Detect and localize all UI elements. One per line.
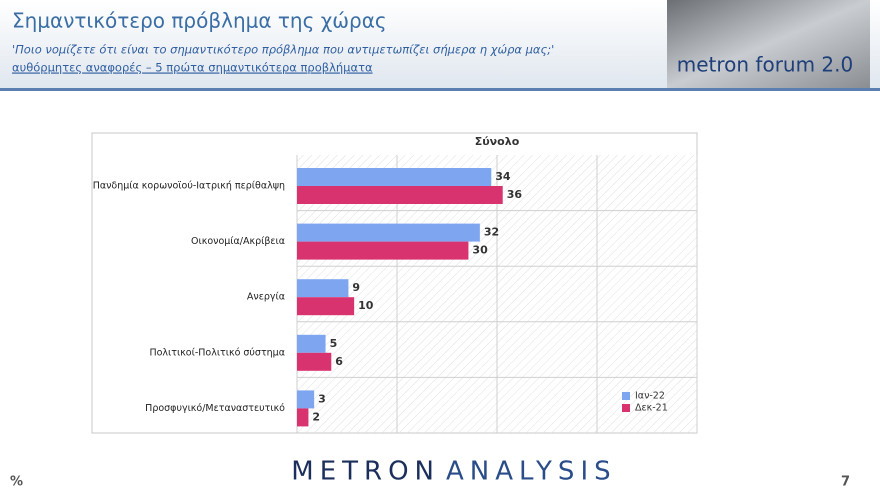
value-label: 10 [358, 299, 374, 312]
logo-text: metron forum 2.0 [677, 53, 854, 77]
value-label: 2 [312, 410, 320, 423]
y-tick-label: Προσφυγικό/Μεταναστευτικό [145, 403, 285, 414]
unit-label: % [10, 475, 23, 490]
bar [297, 223, 480, 242]
value-label: 30 [472, 244, 488, 257]
brand-part: ANALYSIS [446, 457, 617, 487]
value-label: 3 [318, 392, 326, 405]
bar [297, 334, 326, 353]
value-label: 6 [335, 355, 343, 368]
slide-title: Σημαντικότερο πρόβλημα της χώρας [12, 9, 387, 33]
bar [297, 279, 349, 298]
brand-part: METRON [291, 457, 440, 487]
legend-swatch [622, 392, 630, 400]
bar [297, 241, 469, 260]
value-label: 5 [330, 337, 338, 350]
bar [297, 408, 309, 427]
bar [297, 390, 315, 409]
chart: Πανδημία κορωνοϊού-Ιατρική περίθαλψη3436… [93, 155, 698, 433]
bar [297, 297, 355, 316]
subtitle: 'Ποιο νομίζετε ότι είναι το σημαντικότερ… [12, 43, 554, 57]
header-rule [0, 88, 880, 91]
y-tick-label: Ανεργία [247, 292, 285, 303]
page-number: 7 [841, 475, 850, 490]
y-tick-label: Οικονομία/Ακρίβεια [191, 236, 285, 247]
chart-title: Σύνολο [475, 135, 520, 148]
logo-image [667, 0, 870, 88]
legend-swatch [622, 404, 630, 412]
value-label: 9 [352, 281, 360, 294]
note: αυθόρμητες αναφορές – 5 πρώτα σημαντικότ… [12, 61, 373, 75]
y-tick-label: Πανδημία κορωνοϊού-Ιατρική περίθαλψη [93, 181, 285, 192]
bar [297, 168, 492, 186]
legend-label: Ιαν-22 [635, 391, 665, 402]
value-label: 34 [495, 170, 511, 183]
bar [297, 352, 332, 371]
value-label: 32 [484, 226, 499, 239]
bar [297, 186, 503, 204]
legend-label: Δεκ-21 [635, 403, 668, 414]
value-label: 36 [507, 188, 523, 201]
y-tick-label: Πολιτικοί-Πολιτικό σύστημα [149, 347, 285, 358]
